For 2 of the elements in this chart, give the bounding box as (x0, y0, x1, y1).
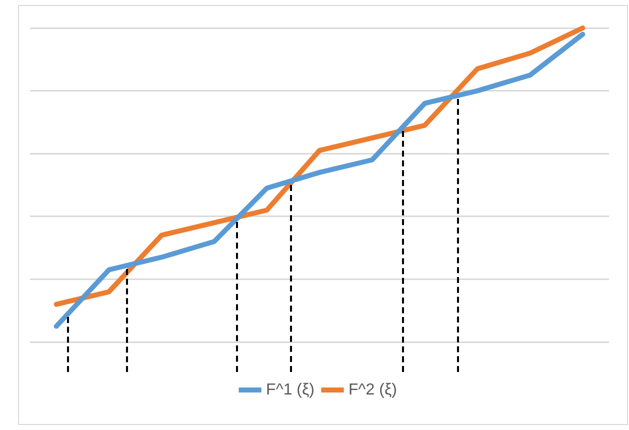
legend-label: F^2 (ξ) (348, 381, 397, 398)
legend-label: F^1 (ξ) (266, 381, 315, 398)
